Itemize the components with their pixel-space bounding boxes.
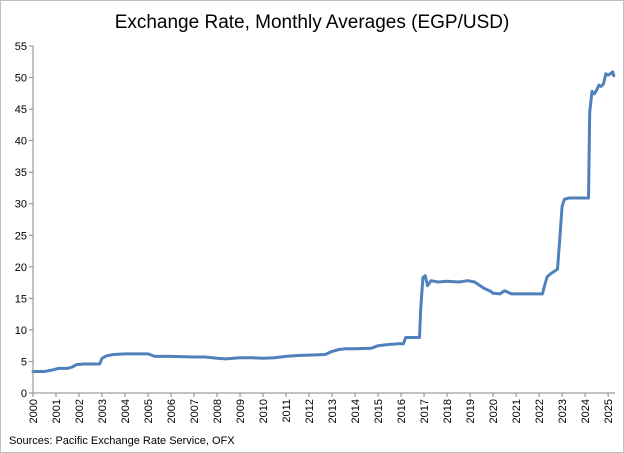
- y-tick-label: 35: [15, 167, 27, 179]
- x-tick-label: 2012: [304, 399, 316, 423]
- y-axis-ticks: 0 5 10 15 20 25 30 35 40 45 50 55: [15, 41, 33, 400]
- x-tick-label: 2002: [74, 399, 86, 423]
- x-tick-label: 2011: [281, 399, 293, 423]
- x-tick-label: 2009: [235, 399, 247, 423]
- x-tick-label: 2005: [143, 399, 155, 423]
- y-tick-label: 50: [15, 73, 27, 85]
- y-tick-label: 5: [21, 356, 27, 368]
- x-tick-label: 2024: [580, 399, 592, 423]
- x-tick-label: 2020: [488, 399, 500, 423]
- source-note: Sources: Pacific Exchange Rate Service, …: [9, 435, 235, 447]
- x-tick-label: 2019: [465, 399, 477, 423]
- x-tick-label: 2000: [28, 399, 40, 423]
- x-tick-label: 2018: [442, 399, 454, 423]
- x-tick-label: 2014: [350, 399, 362, 423]
- x-tick-label: 2004: [120, 399, 132, 423]
- chart-title: Exchange Rate, Monthly Averages (EGP/USD…: [115, 12, 510, 33]
- y-tick-label: 40: [15, 136, 27, 148]
- y-tick-label: 55: [15, 41, 27, 53]
- y-tick-label: 30: [15, 199, 27, 211]
- series-line-egp-usd: [31, 70, 616, 373]
- x-tick-label: 2006: [166, 399, 178, 423]
- x-tick-label: 2008: [212, 399, 224, 423]
- y-tick-label: 45: [15, 104, 27, 116]
- x-tick-label: 2022: [534, 399, 546, 423]
- x-tick-label: 2025: [603, 399, 615, 423]
- x-tick-label: 2017: [419, 399, 431, 423]
- y-tick-label: 20: [15, 262, 27, 274]
- x-tick-label: 2010: [258, 399, 270, 423]
- x-tick-label: 2007: [189, 399, 201, 423]
- y-tick-label: 25: [15, 230, 27, 242]
- x-tick-label: 2015: [373, 399, 385, 423]
- x-tick-label: 2016: [396, 399, 408, 423]
- x-tick-label: 2013: [327, 399, 339, 423]
- x-tick-label: 2001: [51, 399, 63, 423]
- x-tick-label: 2003: [97, 399, 109, 423]
- y-tick-label: 10: [15, 325, 27, 337]
- x-tick-label: 2023: [557, 399, 569, 423]
- y-tick-label: 0: [21, 388, 27, 400]
- x-tick-label: 2021: [511, 399, 523, 423]
- y-tick-label: 15: [15, 293, 27, 305]
- x-axis-ticks: 2000 2001 2002 2003 2004 2005 2006 2007 2008 2009…: [28, 393, 615, 423]
